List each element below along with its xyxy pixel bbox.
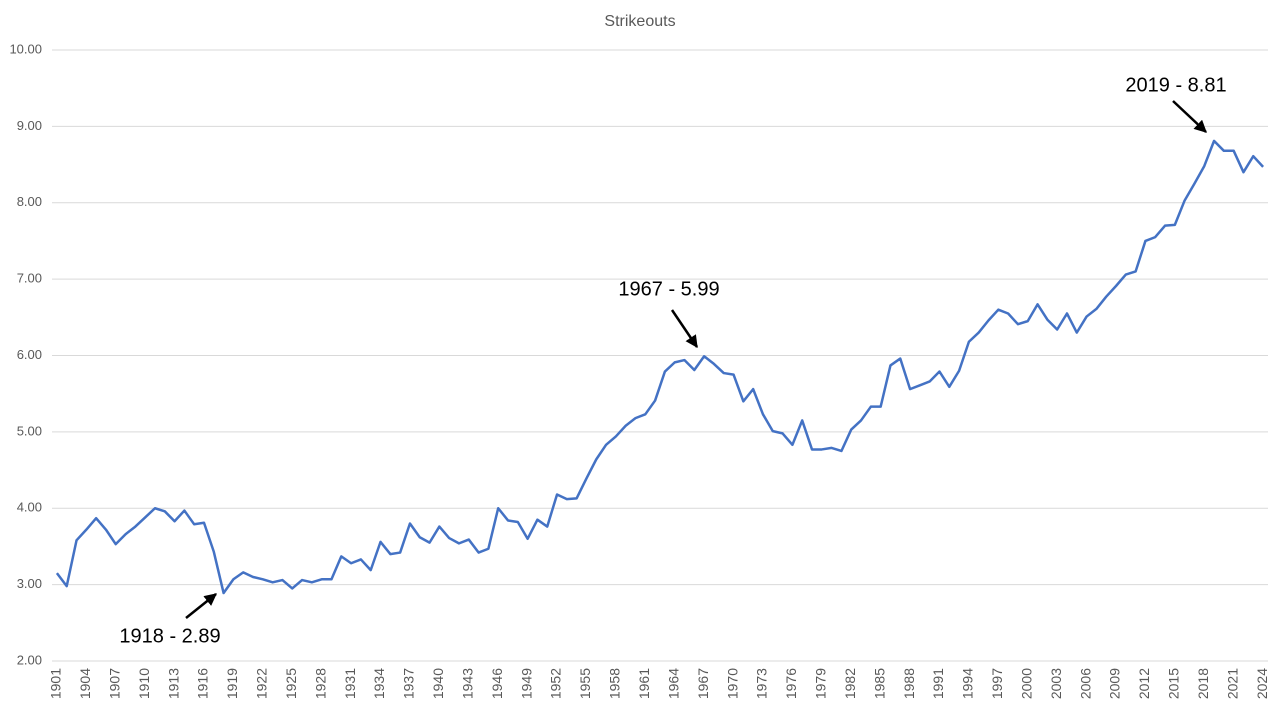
x-tick-label: 1919 bbox=[224, 668, 240, 699]
x-tick-label: 1940 bbox=[430, 668, 446, 699]
x-tick-label: 2018 bbox=[1195, 668, 1211, 699]
x-tick-label: 1955 bbox=[577, 668, 593, 699]
x-tick-label: 1976 bbox=[783, 668, 799, 699]
x-tick-label: 1982 bbox=[842, 668, 858, 699]
x-tick-label: 1967 bbox=[695, 668, 711, 699]
chart-title: Strikeouts bbox=[604, 13, 675, 30]
x-tick-label: 1934 bbox=[371, 668, 387, 699]
y-tick-label: 4.00 bbox=[17, 500, 42, 515]
x-tick-label: 1931 bbox=[342, 668, 358, 699]
x-tick-label: 1988 bbox=[901, 668, 917, 699]
y-tick-label: 7.00 bbox=[17, 271, 42, 286]
data-line bbox=[55, 139, 1265, 595]
x-tick-label: 1904 bbox=[77, 668, 93, 699]
x-tick-label: 2003 bbox=[1048, 668, 1064, 699]
x-tick-label: 1985 bbox=[871, 668, 887, 699]
x-tick-label: 1970 bbox=[724, 668, 740, 699]
x-tick-label: 2012 bbox=[1136, 668, 1152, 699]
y-tick-label: 10.00 bbox=[9, 41, 42, 56]
annotation-arrow bbox=[185, 593, 217, 619]
annotation-arrow bbox=[670, 309, 699, 349]
x-tick-label: 1913 bbox=[165, 668, 181, 699]
x-tick-label: 1910 bbox=[136, 668, 152, 699]
x-tick-label: 1952 bbox=[548, 668, 564, 699]
x-tick-label: 1997 bbox=[989, 668, 1005, 699]
y-tick-label: 8.00 bbox=[17, 194, 42, 209]
y-tick-label: 2.00 bbox=[17, 652, 42, 667]
x-tick-label: 1925 bbox=[283, 668, 299, 699]
y-tick-label: 9.00 bbox=[17, 118, 42, 133]
x-tick-label: 1994 bbox=[960, 668, 976, 699]
x-tick-label: 1961 bbox=[636, 668, 652, 699]
x-tick-label: 1991 bbox=[930, 668, 946, 699]
x-tick-label: 1937 bbox=[401, 668, 417, 699]
annotation: 2019 - 8.81 bbox=[1125, 74, 1226, 96]
annotation: 1967 - 5.99 bbox=[618, 278, 719, 300]
x-tick-label: 1922 bbox=[254, 668, 270, 699]
y-tick-label: 3.00 bbox=[17, 576, 42, 591]
x-tick-label: 2021 bbox=[1224, 668, 1240, 699]
x-tick-label: 1916 bbox=[195, 668, 211, 699]
x-tick-label: 1973 bbox=[754, 668, 770, 699]
x-tick-label: 2009 bbox=[1107, 668, 1123, 699]
x-tick-label: 2024 bbox=[1254, 668, 1270, 699]
x-tick-label: 2006 bbox=[1077, 668, 1093, 699]
x-tick-label: 1949 bbox=[518, 668, 534, 699]
x-tick-label: 2015 bbox=[1166, 668, 1182, 699]
x-tick-label: 1928 bbox=[312, 668, 328, 699]
y-tick-label: 5.00 bbox=[17, 423, 42, 438]
y-tick-label: 6.00 bbox=[17, 347, 42, 362]
x-tick-label: 1958 bbox=[607, 668, 623, 699]
annotation-arrow bbox=[1172, 100, 1207, 133]
annotation: 1918 - 2.89 bbox=[119, 625, 220, 647]
x-tick-label: 1979 bbox=[813, 668, 829, 699]
x-tick-label: 1943 bbox=[459, 668, 475, 699]
x-tick-label: 1964 bbox=[665, 668, 681, 699]
x-tick-label: 1946 bbox=[489, 668, 505, 699]
x-tick-label: 1907 bbox=[106, 668, 122, 699]
x-tick-label: 1901 bbox=[48, 668, 64, 699]
x-tick-label: 2000 bbox=[1018, 668, 1034, 699]
